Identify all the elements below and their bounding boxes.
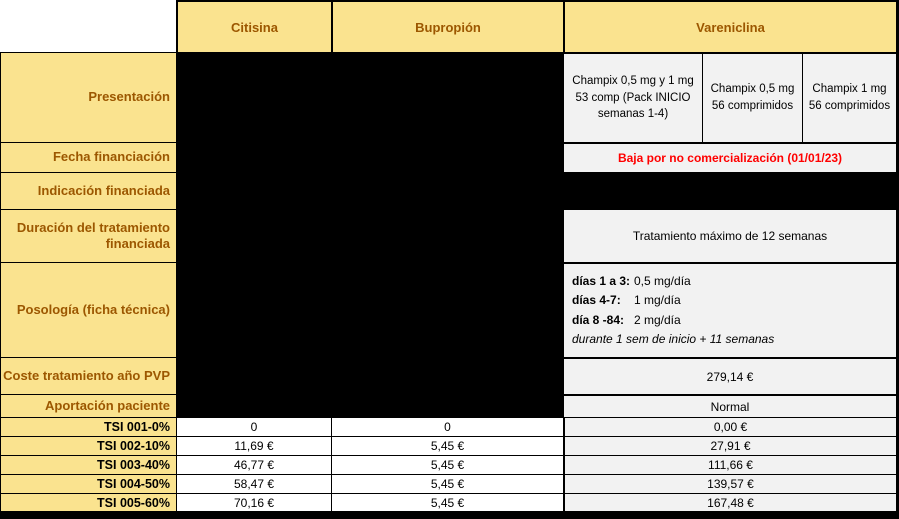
tsi-001-bupropion: 0	[331, 417, 563, 436]
redacted-indicacion-vareniclina	[563, 172, 899, 209]
posologia-note: durante 1 sem de inicio + 11 semanas	[572, 331, 775, 346]
row-label-duracion-tratamiento: Duración del tratamiento financiada	[0, 209, 176, 262]
row-label-tsi-001: TSI 001-0%	[0, 417, 176, 436]
tsi-003-vareniclina: 111,66 €	[563, 455, 899, 474]
duracion-vareniclina: Tratamiento máximo de 12 semanas	[563, 209, 899, 262]
tsi-005-vareniclina: 167,48 €	[563, 493, 899, 511]
redacted-block-citisina-bupropion	[176, 52, 563, 417]
tsi-001-citisina: 0	[176, 417, 331, 436]
row-label-tsi-004: TSI 004-50%	[0, 474, 176, 493]
tsi-001-vareniclina: 0,00 €	[563, 417, 899, 436]
corner-cell	[0, 0, 176, 52]
row-label-coste-pvp: Coste tratamiento año PVP	[0, 357, 176, 394]
column-header-vareniclina: Vareniclina	[563, 0, 899, 52]
presentacion-vareniclina-1mg: Champix 1 mg 56 comprimidos	[802, 52, 899, 142]
column-header-citisina: Citisina	[176, 0, 331, 52]
coste-vareniclina: 279,14 €	[563, 357, 899, 394]
row-label-aportacion-paciente: Aportación paciente	[0, 394, 176, 417]
posologia-line-1: días 1 a 3: 0,5 mg/día	[572, 273, 691, 288]
tsi-002-citisina: 11,69 €	[176, 436, 331, 455]
presentacion-vareniclina-pack-inicio: Champix 0,5 mg y 1 mg 53 comp (Pack INIC…	[563, 52, 702, 142]
tsi-002-bupropion: 5,45 €	[331, 436, 563, 455]
column-header-bupropion: Bupropión	[331, 0, 563, 52]
tsi-004-vareniclina: 139,57 €	[563, 474, 899, 493]
tsi-003-bupropion: 5,45 €	[331, 455, 563, 474]
tsi-004-citisina: 58,47 €	[176, 474, 331, 493]
row-label-tsi-003: TSI 003-40%	[0, 455, 176, 474]
presentacion-vareniclina-05mg: Champix 0,5 mg 56 comprimidos	[702, 52, 802, 142]
posologia-line-3: día 8 -84: 2 mg/día	[572, 312, 681, 327]
row-label-posologia: Posología (ficha técnica)	[0, 262, 176, 357]
row-label-tsi-002: TSI 002-10%	[0, 436, 176, 455]
bottom-border-bar	[0, 511, 899, 519]
tsi-003-citisina: 46,77 €	[176, 455, 331, 474]
posologia-line-2: días 4-7: 1 mg/día	[572, 293, 681, 308]
fecha-financiacion-vareniclina-alert: Baja por no comercialización (01/01/23)	[563, 142, 899, 172]
row-label-fecha-financiacion: Fecha financiación	[0, 142, 176, 172]
row-label-presentacion: Presentación	[0, 52, 176, 142]
row-label-tsi-005: TSI 005-60%	[0, 493, 176, 511]
tsi-005-citisina: 70,16 €	[176, 493, 331, 511]
tsi-002-vareniclina: 27,91 €	[563, 436, 899, 455]
tsi-005-bupropion: 5,45 €	[331, 493, 563, 511]
posologia-vareniclina: días 1 a 3: 0,5 mg/día días 4-7: 1 mg/día …	[563, 262, 899, 357]
tsi-004-bupropion: 5,45 €	[331, 474, 563, 493]
aportacion-vareniclina: Normal	[563, 394, 899, 417]
row-label-indicacion-financiada: Indicación financiada	[0, 172, 176, 209]
